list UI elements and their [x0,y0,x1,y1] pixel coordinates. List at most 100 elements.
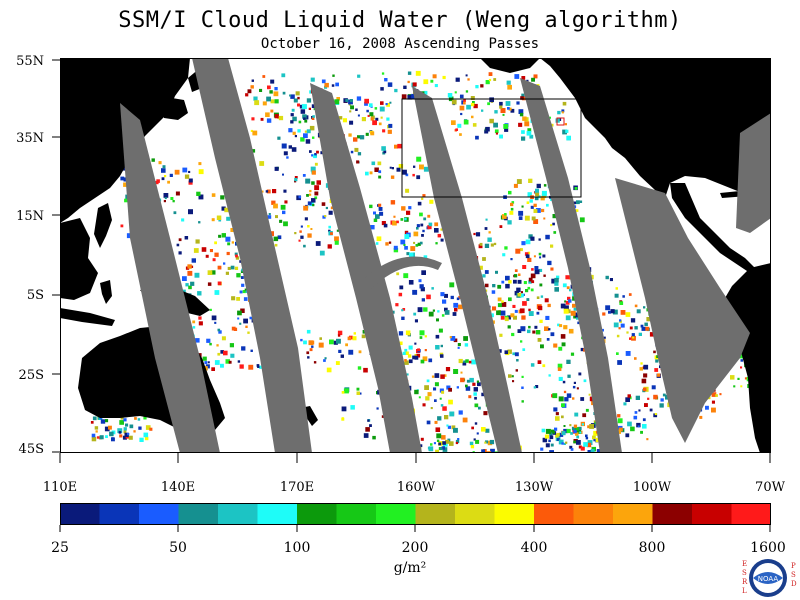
cloud-water-pixel [223,350,228,356]
cloud-water-pixel [528,178,533,183]
cloud-water-pixel [434,420,438,424]
cloud-water-pixel [453,427,458,433]
cloud-water-pixel [563,325,568,330]
cloud-water-pixel [311,104,316,108]
cloud-water-pixel [568,328,574,334]
cloud-water-pixel [457,123,462,128]
cloud-water-pixel [534,325,538,329]
cloud-water-pixel [283,221,288,227]
cloud-water-pixel [308,107,311,110]
cloud-water-pixel [395,303,399,307]
cloud-water-pixel [225,271,229,275]
cloud-water-pixel [614,293,619,298]
cloud-water-pixel [620,310,626,315]
cloud-water-pixel [452,312,457,316]
lat-label-15n: 15N [16,209,44,224]
cloud-water-pixel [459,133,462,136]
cloud-water-pixel [537,360,542,364]
cloud-water-pixel [466,379,470,383]
cloud-water-pixel [545,428,551,434]
cloud-water-pixel [118,431,122,434]
cloud-water-pixel [352,336,357,341]
cloud-water-pixel [651,385,656,390]
cloud-water-pixel [550,224,553,227]
cloud-water-pixel [465,384,468,388]
cloud-water-pixel [423,255,428,259]
cloud-water-pixel [209,308,212,311]
cloud-water-pixel [411,93,416,99]
cloud-water-pixel [491,290,496,294]
lat-label-35n: 35N [16,131,44,146]
cloud-water-pixel [290,94,295,99]
cloud-water-pixel [403,273,409,279]
cloud-water-pixel [465,90,469,93]
cloud-water-pixel [298,120,302,124]
cloud-water-pixel [526,79,529,82]
cloud-water-pixel [214,321,217,324]
lat-label-25s: 25S [18,368,44,383]
cloud-water-pixel [312,115,315,118]
cloud-water-pixel [122,435,127,440]
cloud-water-pixel [570,352,575,356]
cloud-water-pixel [507,325,511,329]
cloud-water-pixel [361,117,366,122]
colorbar-swatch [613,503,653,525]
cloud-water-pixel [270,99,275,104]
cloud-water-pixel [184,174,190,179]
cloud-water-pixel [507,84,512,90]
cloud-water-pixel [501,300,504,303]
cloud-water-pixel [170,197,174,200]
cloud-water-pixel [557,110,561,115]
land-sulawesi [100,280,112,304]
colorbar-frame [60,503,771,525]
cloud-water-pixel [541,208,545,213]
cloud-water-pixel [542,437,548,443]
cloud-water-pixel [447,93,453,98]
cloud-water-pixel [414,319,418,323]
cloud-water-pixel [311,117,315,120]
cloud-water-pixel [531,268,534,271]
cloud-water-pixel [224,207,229,213]
cloud-water-pixel [440,404,444,407]
cloud-water-pixel [414,389,419,395]
cloud-water-pixel [217,328,221,332]
cloud-water-pixel [434,373,440,378]
cloud-water-pixel [313,361,317,364]
cloud-water-pixel [145,425,151,430]
cloud-water-pixel [398,331,404,336]
cloud-water-pixel [536,183,541,189]
cloud-water-pixel [314,185,320,191]
cloud-water-pixel [369,424,372,427]
cloud-water-pixel [473,387,478,392]
cloud-water-pixel [565,315,571,321]
gap-arc [358,256,442,290]
cloud-water-pixel [380,101,384,105]
colorbar-swatch [455,503,495,525]
cloud-water-pixel [435,242,438,245]
land-north-america [540,58,771,208]
cloud-water-pixel [494,110,498,114]
cloud-water-pixel [524,252,529,256]
cloud-water-pixel [265,190,269,193]
gap-2 [192,58,312,453]
cloud-water-pixel [539,268,543,272]
cloud-water-pixel [642,418,646,422]
cloud-water-pixel [310,77,315,82]
cloud-water-pixel [214,252,219,257]
cloud-water-pixel [188,178,193,183]
cloud-water-pixel [398,292,403,297]
colorbar-label-400: 400 [520,540,548,556]
red-marker [556,117,565,126]
cloud-water-pixel [473,438,476,441]
cloud-water-pixel [309,125,315,131]
cloud-water-pixel [499,105,503,109]
cloud-water-pixel [566,286,570,290]
cloud-water-pixel [446,424,449,427]
cloud-water-pixel [563,305,569,311]
cloud-water-pixel [185,283,189,287]
cloud-water-pixel [558,346,563,351]
cloud-water-pixel [134,417,137,420]
cloud-water-pixel [535,385,539,389]
cloud-water-pixel [237,310,242,316]
